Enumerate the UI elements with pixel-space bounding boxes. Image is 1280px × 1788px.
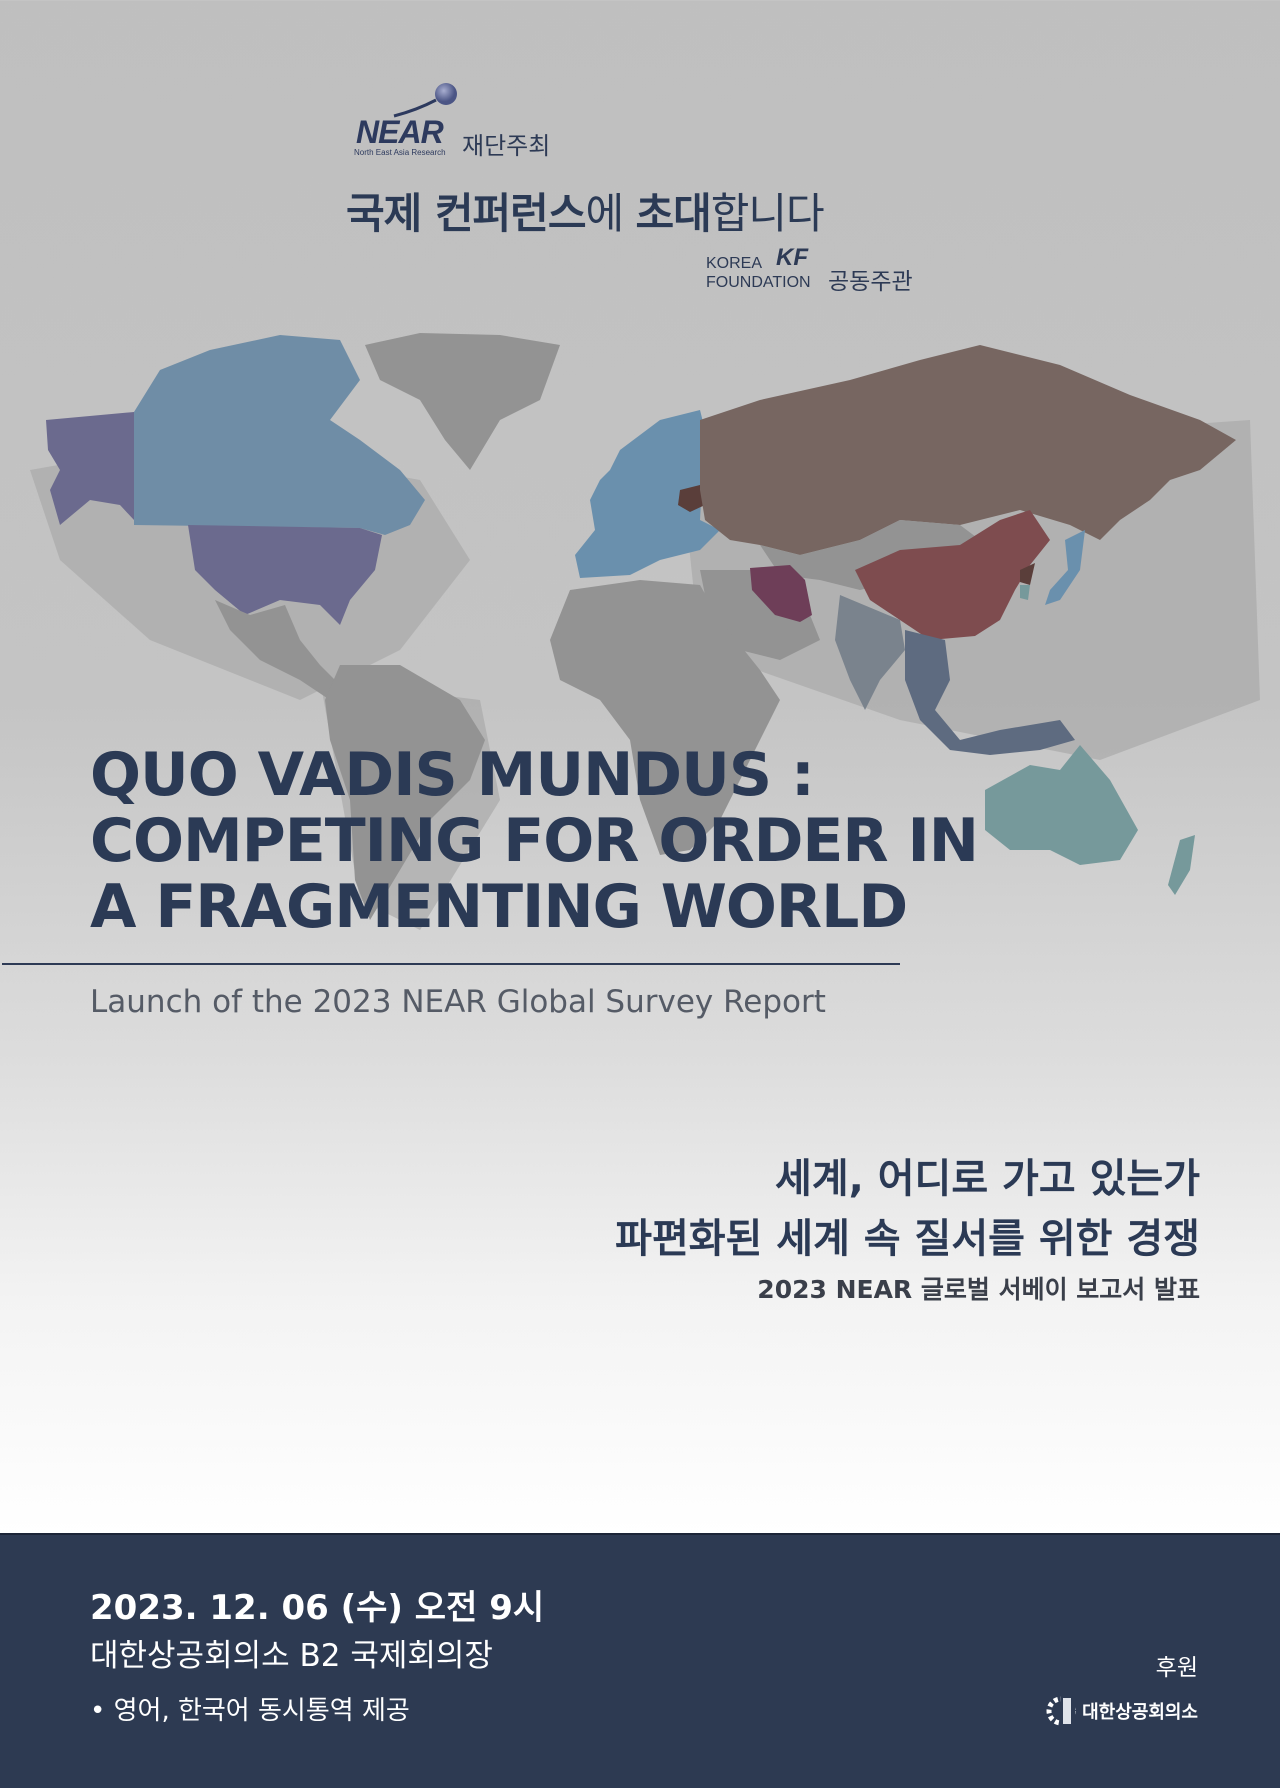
kf-logo-text: KOREA FOUNDATION <box>706 254 811 292</box>
korean-title-line2: 파편화된 세계 속 질서를 위한 경쟁 <box>615 1216 1200 1262</box>
title-line: A FRAGMENTING WORLD <box>90 872 908 942</box>
map-greenland <box>365 333 560 470</box>
footer-band <box>0 1533 1280 1788</box>
near-logo-subtext: North East Asia Research <box>354 148 446 157</box>
sponsor-label: 후원 <box>1155 1655 1198 1681</box>
map-usa <box>188 525 382 625</box>
kf-logo: KOREA FOUNDATION KF <box>706 244 826 292</box>
event-venue: 대한상공회의소 B2 국제회의장 <box>90 1638 493 1674</box>
invite-light-1: 에 <box>585 189 636 238</box>
map-canada <box>134 335 425 535</box>
near-globe-icon <box>393 83 457 118</box>
kcci-name: 대한상공회의소 <box>1082 1702 1198 1723</box>
kf-line1: KOREA <box>706 255 763 272</box>
map-africa <box>550 580 780 855</box>
map-china <box>855 510 1050 640</box>
invite-bold-2: 초대 <box>635 189 711 238</box>
map-australia <box>985 745 1138 865</box>
near-logo-text: NEAR <box>356 114 444 150</box>
map-iran <box>750 565 812 622</box>
divider <box>2 963 900 965</box>
map-belarus <box>678 485 705 512</box>
kcci-logo: 대한상공회의소 <box>1044 1694 1198 1728</box>
invite-heading: 국제 컨퍼런스에 초대합니다 <box>346 180 825 241</box>
map-japan <box>1045 530 1085 605</box>
map-russia <box>700 345 1236 555</box>
cohost-label: 공동주관 <box>828 269 913 295</box>
kf-line2: FOUNDATION <box>706 274 811 291</box>
event-title: QUO VADIS MUNDUS : COMPETING FOR ORDER I… <box>90 740 979 942</box>
map-new-zealand <box>1168 835 1195 895</box>
title-line: COMPETING FOR ORDER IN <box>90 806 979 876</box>
map-mexico <box>215 600 345 700</box>
map-korea-north <box>1020 563 1035 585</box>
kf-mark: KF <box>776 244 808 271</box>
world-map <box>30 333 1260 930</box>
invite-bold-1: 국제 컨퍼런스 <box>346 189 586 238</box>
event-subtitle: Launch of the 2023 NEAR Global Survey Re… <box>90 984 826 1020</box>
korean-title-line1: 세계, 어디로 가고 있는가 <box>775 1156 1200 1202</box>
map-korea-south <box>1020 585 1030 600</box>
map-india <box>835 595 905 710</box>
invite-light-2: 합니다 <box>710 189 825 238</box>
map-southeast-asia <box>905 630 1075 755</box>
event-datetime: 2023. 12. 06 (수) 오전 9시 <box>90 1588 545 1628</box>
interpretation-note: • 영어, 한국어 동시통역 제공 <box>90 1696 410 1726</box>
map-alaska <box>46 412 134 525</box>
host-label: 재단주최 <box>462 132 551 160</box>
map-south-america <box>325 665 485 920</box>
korean-subtitle: 2023 NEAR 글로벌 서베이 보고서 발표 <box>757 1275 1200 1304</box>
title-line: QUO VADIS MUNDUS : <box>90 740 815 810</box>
gear-icon <box>1046 1696 1076 1726</box>
near-logo: NEAR North East Asia Research <box>352 80 472 160</box>
map-europe <box>575 410 720 578</box>
